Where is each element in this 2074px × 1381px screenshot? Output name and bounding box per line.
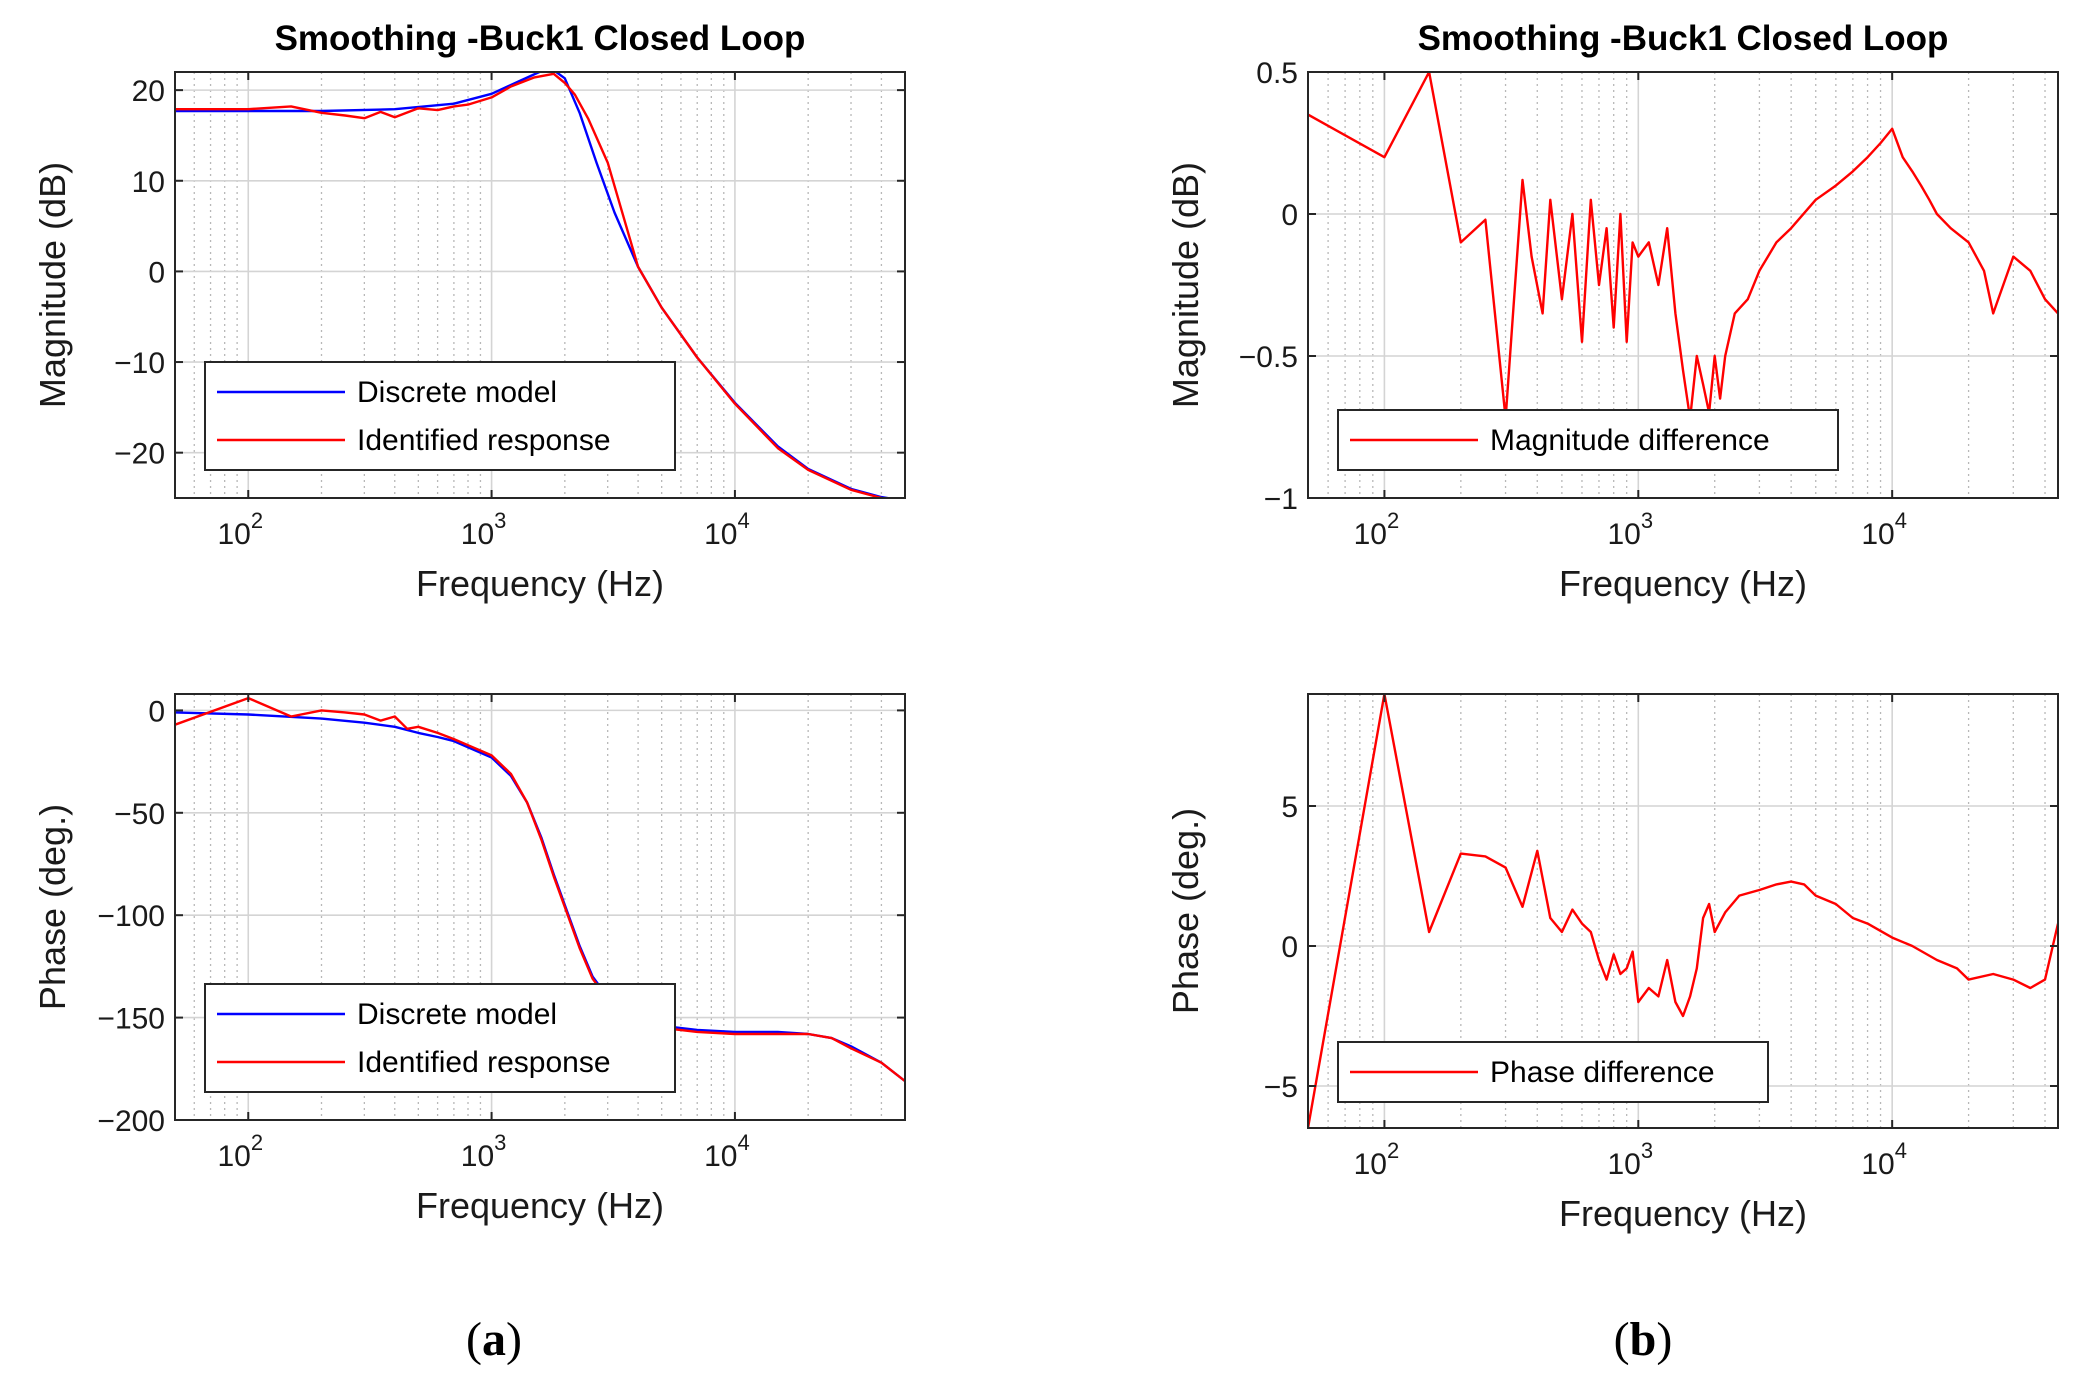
x-axis-label: Frequency (Hz) bbox=[416, 1185, 664, 1226]
legend-box bbox=[204, 983, 676, 1093]
y-tick-label: 0 bbox=[1281, 199, 1298, 232]
chart-title: Smoothing -Buck1 Closed Loop bbox=[275, 19, 806, 58]
series-group bbox=[1308, 694, 2058, 1128]
panel-b-phase-difference-plot: 5 0 −5 102 103 104 Frequency (Hz) Phase (deg.) P… bbox=[1165, 693, 2059, 1234]
legend-box bbox=[204, 361, 676, 471]
x-tick-label: 102 bbox=[1354, 1138, 1400, 1181]
legend: Discrete model Identified response bbox=[204, 361, 676, 471]
series-line-identified-response bbox=[175, 696, 905, 1083]
y-axis-label: Magnitude (dB) bbox=[1165, 162, 1206, 408]
panel-a-magnitude-plot: 20 10 0 −10 −20 102 103 104 Frequency (Hz) Magnit… bbox=[32, 19, 906, 604]
legend-entry: Identified response bbox=[357, 424, 611, 457]
x-tick-label: 104 bbox=[704, 508, 750, 551]
legend: Phase difference bbox=[1337, 1041, 1769, 1103]
series-line-identified-response bbox=[175, 72, 890, 498]
series-group bbox=[1308, 72, 2058, 420]
panel-b-magnitude-difference-plot: 0.5 0 −0.5 −1 102 103 104 Frequency (Hz) Magnitu… bbox=[1165, 19, 2059, 604]
x-tick-label: 103 bbox=[1607, 1138, 1653, 1181]
y-tick-label: −5 bbox=[1264, 1071, 1298, 1104]
y-tick-label: 5 bbox=[1281, 791, 1298, 824]
x-tick-label: 103 bbox=[1607, 508, 1653, 551]
x-axis-label: Frequency (Hz) bbox=[1559, 1193, 1807, 1234]
legend-entry: Magnitude difference bbox=[1490, 424, 1770, 457]
x-axis-label: Frequency (Hz) bbox=[416, 563, 664, 604]
y-axis-label: Phase (deg.) bbox=[1165, 808, 1206, 1014]
x-tick-label: 103 bbox=[461, 1130, 507, 1173]
series-group bbox=[175, 72, 896, 498]
y-tick-label: 0.5 bbox=[1256, 57, 1298, 90]
x-tick-label: 102 bbox=[1354, 508, 1400, 551]
y-tick-label: 0 bbox=[1281, 931, 1298, 964]
y-tick-label: −10 bbox=[114, 347, 165, 380]
x-axis-label: Frequency (Hz) bbox=[1559, 563, 1807, 604]
series-group bbox=[175, 696, 905, 1083]
legend: Magnitude difference bbox=[1337, 409, 1839, 471]
legend-entry: Identified response bbox=[357, 1046, 611, 1079]
y-tick-label: −200 bbox=[97, 1105, 165, 1138]
y-tick-label: −0.5 bbox=[1239, 341, 1298, 374]
x-tick-label: 102 bbox=[217, 508, 263, 551]
axes-box bbox=[174, 693, 906, 1121]
legend: Discrete model Identified response bbox=[204, 983, 676, 1093]
x-tick-label: 104 bbox=[1861, 1138, 1907, 1181]
y-tick-label: 10 bbox=[132, 166, 165, 199]
caption-a: (a) bbox=[466, 1313, 522, 1366]
axes-box bbox=[1307, 693, 2059, 1129]
y-tick-label: −50 bbox=[114, 798, 165, 831]
series-line-magnitude-difference bbox=[1308, 72, 2058, 420]
y-tick-label: −100 bbox=[97, 900, 165, 933]
y-axis-label: Magnitude (dB) bbox=[32, 162, 73, 408]
y-tick-label: 20 bbox=[132, 75, 165, 108]
x-tick-label: 104 bbox=[1861, 508, 1907, 551]
y-axis-label: Phase (deg.) bbox=[32, 804, 73, 1010]
y-tick-label: 0 bbox=[148, 695, 165, 728]
y-tick-label: −150 bbox=[97, 1003, 165, 1036]
series-line-phase-difference bbox=[1308, 694, 2058, 1128]
x-tick-label: 102 bbox=[217, 1130, 263, 1173]
axes-box bbox=[174, 71, 906, 499]
axes-box bbox=[1307, 71, 2059, 499]
chart-title: Smoothing -Buck1 Closed Loop bbox=[1418, 19, 1949, 58]
caption-b: (b) bbox=[1614, 1313, 1673, 1366]
y-tick-label: 0 bbox=[148, 256, 165, 289]
x-tick-label: 104 bbox=[704, 1130, 750, 1173]
legend-box bbox=[1337, 1041, 1769, 1103]
legend-entry: Discrete model bbox=[357, 376, 557, 409]
x-tick-label: 103 bbox=[461, 508, 507, 551]
y-tick-label: −1 bbox=[1264, 483, 1298, 516]
panel-a-phase-plot: 0 −50 −100 −150 −200 102 103 104 Frequency (Hz) P… bbox=[32, 693, 906, 1226]
legend-entry: Phase difference bbox=[1490, 1056, 1715, 1089]
legend-entry: Discrete model bbox=[357, 998, 557, 1031]
y-tick-label: −20 bbox=[114, 438, 165, 471]
